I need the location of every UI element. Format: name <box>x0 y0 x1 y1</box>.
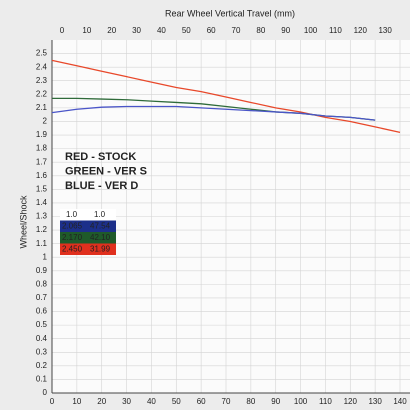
table-cell: 42.10 <box>90 233 111 242</box>
x-top-tick-label: 40 <box>157 26 166 35</box>
y-tick-label: 0.8 <box>36 279 48 288</box>
x-tick-label: 100 <box>294 397 308 406</box>
y-tick-label: 0.6 <box>36 307 48 316</box>
table-cell: 2.065 <box>62 221 83 230</box>
x-top-tick-label: 130 <box>378 26 392 35</box>
y-tick-label: 2.3 <box>36 76 48 85</box>
table-cell: 2.170 <box>62 233 83 242</box>
x-tick-label: 0 <box>50 397 55 406</box>
x-top-tick-label: 50 <box>182 26 191 35</box>
x-top-tick-label: 0 <box>60 26 65 35</box>
series-line <box>51 59 401 133</box>
y-tick-label: 1.4 <box>36 198 48 207</box>
table-header: 1.0 <box>66 210 78 219</box>
x-tick-label: 60 <box>197 397 206 406</box>
y-tick-label: 1.7 <box>36 157 48 166</box>
x-top-tick-label: 70 <box>232 26 241 35</box>
y-tick-label: 2.1 <box>36 103 48 112</box>
y-tick-label: 2.4 <box>36 62 48 71</box>
y-tick-label: 1.1 <box>36 239 48 248</box>
table-cell: 2.450 <box>62 244 83 253</box>
table-row-bg <box>60 243 116 255</box>
x-tick-label: 30 <box>122 397 131 406</box>
x-top-tick-label: 10 <box>82 26 91 35</box>
y-tick-label: 0 <box>43 388 48 397</box>
x-tick-label: 120 <box>344 397 358 406</box>
y-tick-label: 0.1 <box>36 375 48 384</box>
table-row-bg <box>60 220 116 232</box>
series-line <box>51 105 376 121</box>
chart-title: Rear Wheel Vertical Travel (mm) <box>165 8 295 18</box>
y-tick-label: 1.3 <box>36 212 48 221</box>
x-top-tick-label: 60 <box>207 26 216 35</box>
x-top-tick-label: 20 <box>107 26 116 35</box>
y-tick-label: 1.8 <box>36 144 48 153</box>
x-tick-label: 70 <box>222 397 231 406</box>
x-top-tick-label: 110 <box>329 26 342 35</box>
x-top-tick-label: 90 <box>281 26 290 35</box>
y-tick-label: 0.7 <box>36 293 48 302</box>
table-row-bg <box>60 232 116 244</box>
y-tick-label: 1.9 <box>36 130 48 139</box>
table-header: 1.0 <box>94 210 106 219</box>
y-tick-label: 2 <box>43 117 48 126</box>
table-cell: 31.99 <box>90 244 111 253</box>
table-header-bg <box>60 209 116 221</box>
y-tick-label: 1 <box>43 252 48 261</box>
y-tick-label: 0.2 <box>36 361 48 370</box>
legend-label: RED - STOCK <box>65 151 136 163</box>
x-tick-label: 40 <box>147 397 156 406</box>
y-tick-label: 1.2 <box>36 225 48 234</box>
y-tick-label: 2.5 <box>36 49 48 58</box>
y-tick-label: 1.6 <box>36 171 48 180</box>
x-tick-label: 20 <box>97 397 106 406</box>
x-tick-label: 110 <box>319 397 332 406</box>
x-tick-label: 140 <box>393 397 407 406</box>
x-top-tick-label: 30 <box>132 26 141 35</box>
legend-label: BLUE - VER D <box>65 180 138 192</box>
table-cell: 47.54 <box>90 221 111 230</box>
y-tick-label: 2.2 <box>36 89 48 98</box>
x-tick-label: 80 <box>246 397 255 406</box>
x-top-tick-label: 100 <box>304 26 318 35</box>
x-tick-label: 50 <box>172 397 181 406</box>
x-top-tick-label: 80 <box>256 26 265 35</box>
x-tick-label: 130 <box>368 397 382 406</box>
y-tick-label: 0.3 <box>36 347 48 356</box>
y-tick-label: 1.5 <box>36 184 48 193</box>
y-axis-label: Wheel/Shock <box>18 195 28 249</box>
y-tick-label: 0.4 <box>36 334 48 343</box>
x-tick-label: 10 <box>72 397 81 406</box>
x-tick-label: 90 <box>271 397 280 406</box>
y-tick-label: 0.9 <box>36 266 48 275</box>
x-top-tick-label: 120 <box>354 26 368 35</box>
y-tick-label: 0.5 <box>36 320 48 329</box>
legend-label: GREEN - VER S <box>65 165 147 177</box>
